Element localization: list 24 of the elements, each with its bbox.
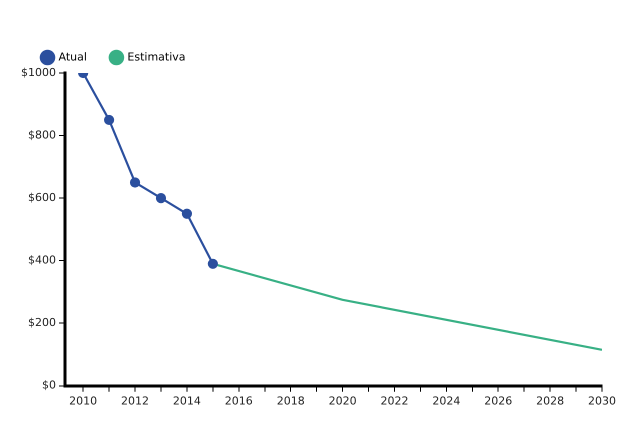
point — [104, 114, 114, 126]
point — [156, 193, 166, 204]
point — [130, 177, 140, 188]
y-tick-label: $0 — [42, 378, 56, 392]
x-tick-label: 2024 — [432, 394, 460, 408]
x-tick-label: 2020 — [328, 394, 357, 408]
x-tick-label: 2012 — [121, 394, 150, 408]
x-tick-label: 2028 — [536, 394, 564, 408]
x-tick-label: 2010 — [69, 394, 98, 408]
point — [182, 208, 192, 219]
y-tick-label: $400 — [28, 254, 56, 267]
x-tick-label: 2014 — [172, 394, 201, 408]
legend-label: Atual — [58, 50, 87, 64]
point — [208, 258, 218, 269]
x-tick-label: 2022 — [380, 394, 408, 408]
x-tick-label: 2026 — [484, 394, 512, 408]
x-tick-label: 2016 — [224, 394, 253, 408]
y-tick-label: $600 — [28, 190, 56, 204]
y-tick-label: $200 — [28, 316, 56, 330]
x-tick-label: 2030 — [588, 394, 616, 408]
y-tick-label: $1000 — [20, 66, 56, 79]
legend-label: Estimativa — [127, 50, 186, 64]
x-tick-label: 2018 — [276, 394, 305, 408]
y-tick-label: $800 — [28, 128, 56, 142]
